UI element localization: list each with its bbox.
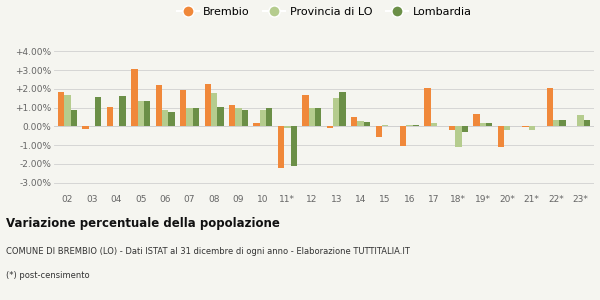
Bar (235, 108, 242, 126)
Bar (364, 122, 370, 126)
Bar (278, 126, 284, 168)
Bar (473, 114, 479, 126)
Bar (71, 110, 77, 126)
Text: Variazione percentuale della popolazione: Variazione percentuale della popolazione (6, 217, 280, 230)
Bar (119, 96, 126, 126)
Bar (340, 92, 346, 126)
Bar (406, 124, 413, 126)
Bar (449, 126, 455, 130)
Bar (162, 110, 169, 126)
Bar (155, 85, 162, 126)
Bar (376, 126, 382, 137)
Bar (193, 108, 199, 126)
Bar (82, 126, 89, 129)
Bar (479, 123, 486, 126)
Bar (315, 108, 322, 126)
Bar (577, 115, 584, 126)
Bar (217, 107, 224, 126)
Bar (64, 94, 71, 126)
Bar (553, 120, 559, 126)
Bar (58, 92, 64, 126)
Bar (180, 90, 187, 126)
Bar (504, 126, 511, 130)
Bar (205, 84, 211, 126)
Bar (431, 123, 437, 126)
Bar (559, 120, 566, 126)
Bar (461, 126, 468, 132)
Bar (107, 107, 113, 126)
Bar (242, 110, 248, 126)
Bar (382, 125, 388, 126)
Bar (400, 126, 406, 146)
Bar (522, 126, 529, 127)
Bar (333, 98, 340, 126)
Bar (253, 123, 260, 126)
Bar (169, 112, 175, 126)
Bar (211, 93, 217, 126)
Bar (584, 120, 590, 126)
Bar (413, 124, 419, 126)
Bar (229, 105, 235, 126)
Bar (302, 94, 308, 126)
Text: COMUNE DI BREMBIO (LO) - Dati ISTAT al 31 dicembre di ogni anno - Elaborazione T: COMUNE DI BREMBIO (LO) - Dati ISTAT al 3… (6, 247, 410, 256)
Bar (424, 88, 431, 126)
Bar (284, 126, 290, 128)
Bar (326, 126, 333, 128)
Bar (290, 126, 297, 166)
Bar (486, 123, 493, 126)
Bar (308, 108, 315, 126)
Bar (351, 117, 358, 126)
Text: (*) post-censimento: (*) post-censimento (6, 271, 89, 280)
Bar (358, 121, 364, 126)
Bar (131, 69, 137, 126)
Bar (260, 110, 266, 126)
Bar (547, 88, 553, 126)
Legend: Brembio, Provincia di LO, Lombardia: Brembio, Provincia di LO, Lombardia (172, 3, 476, 21)
Bar (266, 108, 272, 126)
Bar (95, 97, 101, 126)
Bar (455, 126, 461, 147)
Bar (137, 101, 144, 126)
Bar (144, 101, 150, 126)
Bar (529, 126, 535, 130)
Bar (498, 126, 504, 147)
Bar (187, 108, 193, 126)
